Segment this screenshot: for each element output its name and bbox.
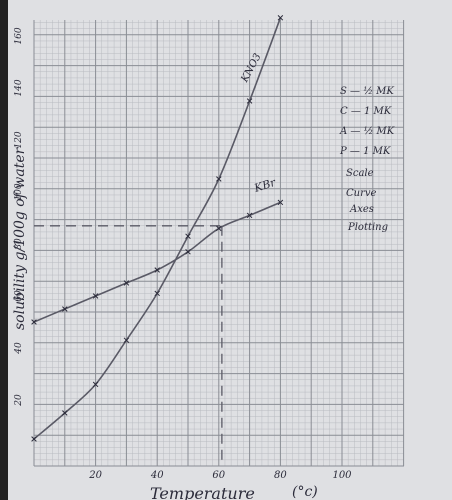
grid-major <box>33 20 405 467</box>
marking-line-p: P — 1 MK <box>339 146 391 157</box>
marking-line-c: C — 1 MK <box>340 106 392 117</box>
marking-line-s: S — ½ MK <box>340 86 394 97</box>
x-axis-label: Temperature <box>150 484 255 500</box>
data-point-marker <box>123 337 130 343</box>
x-axis-unit: (°c) <box>292 484 318 500</box>
marking-line-plotting: Plotting <box>347 222 388 233</box>
y-tick-label: 20 <box>14 394 24 407</box>
data-point-marker <box>31 436 37 442</box>
x-tick-label: 100 <box>332 470 352 481</box>
y-tick-label: 120 <box>14 131 24 148</box>
data-point-marker <box>277 15 284 21</box>
y-axis-label: solubility g/100g of water <box>12 146 28 330</box>
data-point-marker <box>216 225 222 232</box>
y-tick-label: 40 <box>14 342 24 355</box>
tick-labels: 20 40 60 80 100 120 140 160 20 40 60 80 100 <box>14 27 352 481</box>
data-point-marker <box>92 381 99 388</box>
data-point-marker <box>31 319 37 325</box>
marking-line-curve: Curve <box>346 188 377 199</box>
x-tick-label: 80 <box>274 470 287 481</box>
y-tick-label: 80 <box>14 238 24 250</box>
data-point-marker <box>123 280 130 286</box>
marking-line-scale: Scale <box>346 168 374 179</box>
y-tick-label: 100 <box>14 183 24 200</box>
paper-dark-edge <box>0 0 8 500</box>
y-tick-label: 140 <box>14 79 24 96</box>
marking-scheme: S — ½ MK C — 1 MK A — ½ MK P — 1 MK Scal… <box>339 86 395 233</box>
data-point-marker <box>62 306 68 312</box>
x-tick-label: 40 <box>150 470 164 481</box>
data-point-marker <box>246 98 253 104</box>
data-point-marker <box>185 249 191 255</box>
x-tick-label: 20 <box>88 470 102 481</box>
data-point-marker <box>154 290 160 297</box>
data-point-marker <box>154 267 160 273</box>
data-point-marker <box>185 233 191 239</box>
data-point-marker <box>92 293 99 299</box>
data-point-marker <box>277 199 284 206</box>
data-point-marker <box>246 212 253 219</box>
marking-line-axes: Axes <box>349 204 374 215</box>
y-tick-label: 60 <box>14 290 24 302</box>
y-tick-label: 160 <box>14 27 24 44</box>
reference-lines <box>34 225 223 465</box>
marking-line-a: A — ½ MK <box>339 126 395 137</box>
x-tick-label: 60 <box>212 470 225 481</box>
series-line-0 <box>33 17 282 440</box>
data-point-marker <box>216 176 222 182</box>
data-point-marker <box>62 410 68 416</box>
